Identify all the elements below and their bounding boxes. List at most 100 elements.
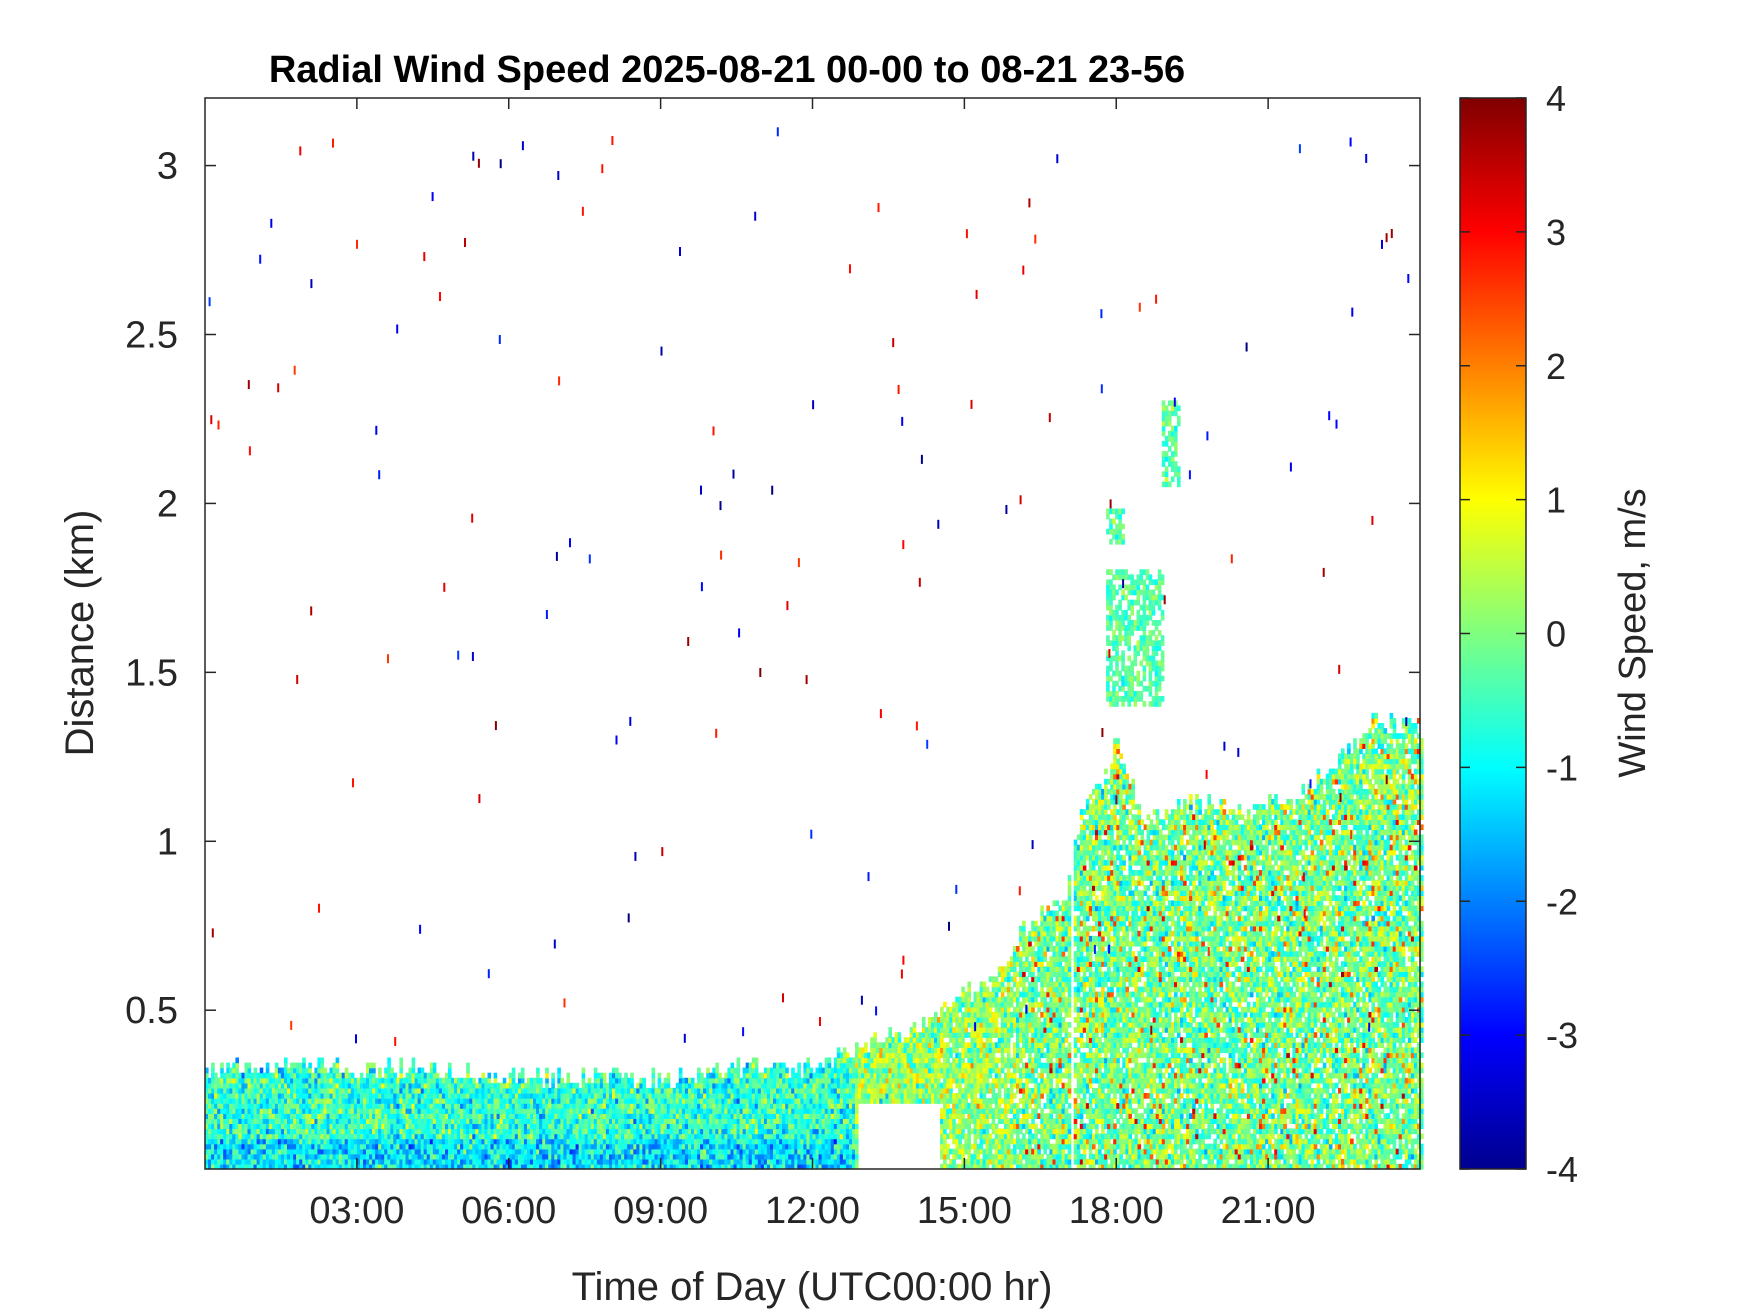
heatmap-cell [876, 1042, 880, 1048]
heatmap-cell [317, 1072, 321, 1079]
heatmap-cell [235, 1093, 239, 1099]
heatmap-cell [396, 1087, 400, 1094]
heatmap-cell [423, 1153, 428, 1160]
heatmap-cell [927, 1093, 932, 1099]
heatmap-cell [849, 1128, 853, 1135]
heatmap-cell [235, 1153, 239, 1160]
heatmap-cell [727, 1158, 731, 1165]
heatmap-cell [411, 1072, 416, 1079]
heatmap-cell [578, 1128, 583, 1135]
heatmap-cell [800, 1087, 804, 1094]
heatmap-cell [454, 1108, 458, 1114]
heatmap-cell [794, 1113, 798, 1119]
heatmap-cell [842, 1093, 847, 1099]
heatmap-cell [332, 1128, 337, 1135]
heatmap-cell [317, 1128, 321, 1135]
heatmap-cell [706, 1143, 710, 1150]
heatmap-cell [970, 1108, 975, 1114]
heatmap-cell [378, 1143, 382, 1150]
heatmap-cell [700, 1153, 704, 1160]
heatmap-cell [636, 1133, 640, 1140]
heatmap-cell [739, 1082, 744, 1089]
heatmap-cell [293, 1123, 297, 1130]
heatmap-cell [375, 1138, 379, 1145]
heatmap-cell [247, 1158, 252, 1165]
heatmap-cell [894, 1067, 899, 1074]
heatmap-cell [742, 1143, 747, 1150]
heatmap-cell [347, 1128, 352, 1135]
heatmap-cell [268, 1093, 273, 1099]
heatmap-cell [277, 1103, 282, 1109]
heatmap-cell [484, 1093, 488, 1099]
heatmap-cell [791, 1138, 795, 1145]
heatmap-cell [293, 1072, 297, 1079]
heatmap-cell [247, 1113, 252, 1119]
heatmap-cell [402, 1087, 406, 1094]
heatmap-cell [466, 1153, 470, 1160]
heatmap-cell [958, 1087, 962, 1094]
heatmap-cell [256, 1087, 261, 1094]
heatmap-cell [560, 1148, 564, 1155]
heatmap-cell [426, 1108, 431, 1114]
heatmap-cell [833, 1143, 838, 1150]
heatmap-cell [460, 1113, 464, 1119]
heatmap-cell [484, 1113, 488, 1119]
heatmap-cell [551, 1148, 555, 1155]
heatmap-cell [363, 1103, 367, 1109]
heatmap-cell [593, 1138, 598, 1145]
heatmap-cell [284, 1103, 288, 1109]
heatmap-cell [940, 1153, 944, 1160]
heatmap-cell [803, 1103, 807, 1109]
heatmap-cell [961, 1103, 965, 1109]
heatmap-cell [921, 1032, 926, 1038]
heatmap-cell [718, 1087, 722, 1094]
heatmap-cell [845, 1052, 850, 1059]
heatmap-cell [232, 1133, 236, 1140]
heatmap-cell [730, 1103, 735, 1109]
heatmap-cell [320, 1113, 324, 1119]
heatmap-cell [748, 1153, 753, 1160]
heatmap-cell [317, 1057, 321, 1064]
heatmap-cell [903, 1037, 908, 1043]
heatmap-cell [678, 1103, 683, 1109]
heatmap-cell [229, 1153, 233, 1160]
heatmap-cell [852, 1128, 856, 1135]
heatmap-cell [587, 1098, 592, 1104]
heatmap-cell [314, 1108, 318, 1114]
heatmap-cell [937, 1067, 941, 1074]
heatmap-cell [906, 1052, 911, 1059]
heatmap-cell [429, 1072, 434, 1079]
heatmap-cell [387, 1113, 391, 1119]
heatmap-cell [845, 1148, 850, 1155]
heatmap-cell [742, 1123, 747, 1130]
heatmap-cell [466, 1098, 470, 1104]
heatmap-cell [612, 1113, 616, 1119]
heatmap-cell [581, 1153, 586, 1160]
heatmap-cell [970, 1087, 975, 1094]
heatmap-cell [572, 1158, 577, 1165]
heatmap-cell [253, 1143, 258, 1150]
heatmap-cell [208, 1103, 212, 1109]
heatmap-cell [566, 1148, 571, 1155]
heatmap-cell [794, 1118, 798, 1124]
heatmap-cell [220, 1077, 224, 1084]
heatmap-cell [879, 1052, 883, 1059]
heatmap-cell [593, 1163, 598, 1170]
heatmap-cell [770, 1153, 774, 1160]
heatmap-cell [915, 1037, 920, 1043]
heatmap-cell [855, 1118, 859, 1124]
heatmap-cell [833, 1158, 838, 1165]
heatmap-cell [393, 1123, 397, 1130]
heatmap-cell [958, 1037, 962, 1043]
heatmap-cell [454, 1138, 458, 1145]
heatmap-cell [849, 1087, 853, 1094]
heatmap-cell [876, 1072, 880, 1079]
heatmap-cell [205, 1067, 209, 1074]
heatmap-cell [384, 1128, 388, 1135]
heatmap-cell [864, 1093, 868, 1099]
heatmap-cell [359, 1108, 364, 1114]
heatmap-cell [694, 1093, 698, 1099]
heatmap-cell [785, 1072, 789, 1079]
heatmap-cell [815, 1163, 820, 1170]
heatmap-cell [238, 1143, 242, 1150]
